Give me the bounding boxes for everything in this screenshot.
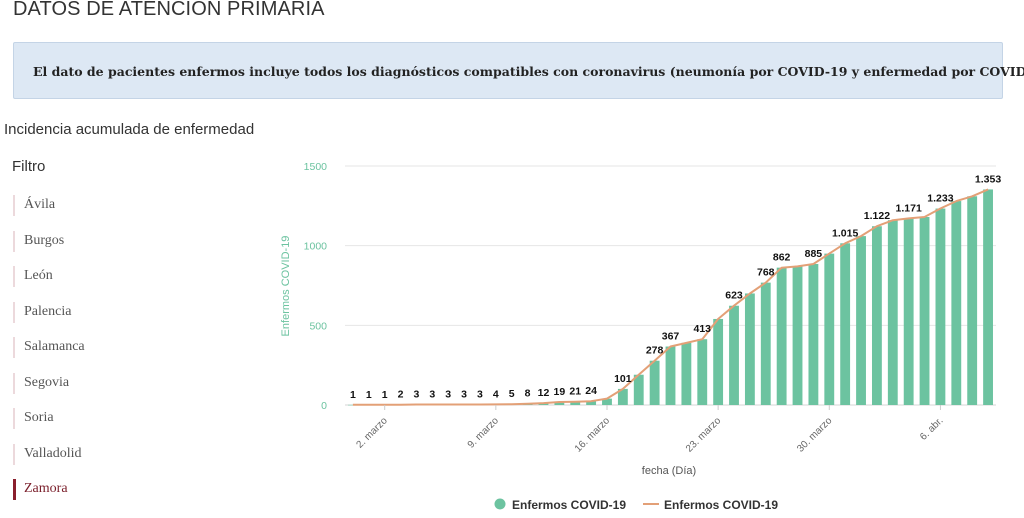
bar <box>903 218 914 405</box>
bar <box>665 346 676 405</box>
data-label: 885 <box>805 248 823 260</box>
bar <box>649 360 660 405</box>
data-label: 1 <box>366 389 372 401</box>
bar <box>935 208 946 405</box>
bar <box>633 374 644 405</box>
bar <box>586 401 597 405</box>
data-label: 3 <box>429 389 435 401</box>
filter-list: Ávila Burgos León Palencia Salamanca Seg… <box>13 190 243 510</box>
legend-item-line[interactable]: Enfermos COVID-19 <box>643 498 778 512</box>
data-label: 24 <box>585 385 597 397</box>
y-tick-label: 1500 <box>304 161 328 173</box>
bar <box>792 266 803 405</box>
x-axis-ticks: 2. marzo 9. marzo 16. marzo 23. marzo 30. ma… <box>355 405 946 455</box>
data-label: 1.171 <box>896 202 922 214</box>
bar <box>776 267 787 405</box>
info-notice: El dato de pacientes enfermos incluye to… <box>13 42 1024 99</box>
data-label: 21 <box>569 386 581 398</box>
filter-item-palencia[interactable]: Palencia <box>13 297 243 333</box>
filter-item-avila[interactable]: Ávila <box>13 190 243 226</box>
x-tick-label: 2. marzo <box>355 415 391 451</box>
filter-item-valladolid[interactable]: Valladolid <box>13 439 243 475</box>
data-label: 1.353 <box>975 173 1001 185</box>
legend-line-label: Enfermos COVID-19 <box>664 498 778 512</box>
bar <box>824 253 835 405</box>
legend-bar-marker <box>494 498 506 510</box>
bar <box>871 226 882 405</box>
line-series <box>352 188 989 406</box>
filter-item-zamora[interactable]: Zamora <box>13 474 243 510</box>
data-label: 19 <box>554 386 566 398</box>
legend: Enfermos COVID-19 Enfermos COVID-19 <box>494 498 778 512</box>
data-label: 3 <box>445 389 451 401</box>
x-axis-label: fecha (Día) <box>642 465 696 477</box>
bar <box>951 201 962 405</box>
data-label: 12 <box>538 387 550 399</box>
y-axis-label: Enfermos COVID-19 <box>280 236 292 337</box>
data-label: 8 <box>525 388 531 400</box>
data-label: 1.122 <box>864 210 890 222</box>
data-label: 3 <box>414 389 420 401</box>
y-axis-ticks: 0 500 1000 1500 <box>304 161 328 412</box>
filter-item-burgos[interactable]: Burgos <box>13 226 243 262</box>
y-tick-label: 500 <box>309 320 327 332</box>
bar <box>856 236 866 405</box>
bar <box>617 388 628 405</box>
filter-item-soria[interactable]: Soria <box>13 403 243 439</box>
data-label: 1.015 <box>832 227 858 239</box>
line-path <box>352 188 989 406</box>
bar <box>983 189 993 405</box>
data-label: 101 <box>614 373 632 385</box>
bar <box>681 342 692 405</box>
bar-series <box>348 189 993 406</box>
x-tick-label: 23. marzo <box>684 415 724 455</box>
data-label: 5 <box>509 388 515 400</box>
page-title: DATOS DE ATENCIÓN PRIMARIA <box>13 0 325 20</box>
bar <box>744 293 755 405</box>
section-title: Incidencia acumulada de enfermedad <box>4 121 255 138</box>
bar <box>713 318 724 405</box>
filter-item-salamanca[interactable]: Salamanca <box>13 332 243 368</box>
bar <box>887 220 898 405</box>
data-label: 1 <box>350 389 356 401</box>
data-label: 3 <box>461 389 467 401</box>
bar <box>697 339 708 405</box>
data-label: 413 <box>693 323 711 335</box>
x-tick-label: 16. marzo <box>573 415 613 455</box>
data-labels: 1 1 1 2 3 3 3 3 3 4 5 8 12 19 21 2410127836741362376886… <box>350 173 1001 400</box>
bar <box>602 398 612 405</box>
legend-item-bar[interactable]: Enfermos COVID-19 <box>494 498 627 512</box>
data-label: 768 <box>757 267 775 279</box>
x-tick-label: 30. marzo <box>795 415 835 455</box>
x-tick-label: 9. marzo <box>466 415 502 451</box>
data-label: 623 <box>725 290 743 302</box>
bar <box>967 196 978 405</box>
data-label: 2 <box>398 389 404 401</box>
x-tick-label: 6. abr. <box>918 415 945 442</box>
data-label: 1 <box>382 389 388 401</box>
data-label: 278 <box>646 345 664 357</box>
bar <box>760 282 771 405</box>
filter-item-leon[interactable]: León <box>13 261 243 297</box>
filter-item-segovia[interactable]: Segovia <box>13 368 243 404</box>
bar <box>570 401 581 405</box>
notice-text: El dato de pacientes enfermos incluye to… <box>33 64 1024 79</box>
data-label: 367 <box>662 331 680 343</box>
filter-title: Filtro <box>12 158 46 175</box>
y-tick-label: 1000 <box>304 241 328 253</box>
bar <box>840 243 851 405</box>
legend-bar-label: Enfermos COVID-19 <box>512 498 626 512</box>
data-label: 862 <box>773 252 791 264</box>
data-label: 3 <box>477 389 483 401</box>
bar <box>554 401 565 405</box>
bar <box>729 305 739 405</box>
data-label: 1.233 <box>927 193 953 205</box>
bar <box>919 216 930 405</box>
data-label: 4 <box>493 388 499 400</box>
y-tick-label: 0 <box>321 400 327 412</box>
bar <box>808 263 819 405</box>
